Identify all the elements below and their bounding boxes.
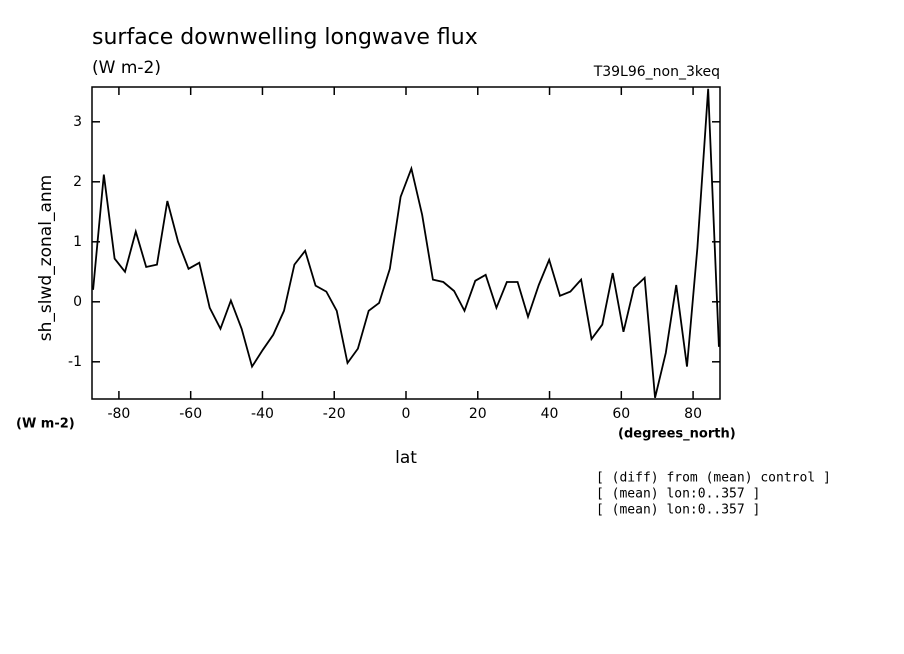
y-axis-label: sh_slwd_zonal_anm — [36, 175, 56, 341]
note: [ (mean) lon:0..357 ] — [596, 487, 760, 502]
note: [ (diff) from (mean) control ] — [596, 471, 831, 486]
data-line — [92, 88, 720, 399]
x-units: (degrees_north) — [618, 427, 736, 442]
x-tick-label: 20 — [469, 406, 487, 422]
x-tick-label: -60 — [179, 406, 202, 422]
y-tick-label: -1 — [68, 354, 82, 370]
note: [ (mean) lon:0..357 ] — [596, 503, 760, 518]
units: (W m-2) — [92, 58, 161, 78]
x-tick-label: 80 — [684, 406, 702, 422]
y-tick-label: 1 — [73, 234, 82, 250]
chart-title: surface downwelling longwave flux — [92, 25, 478, 50]
x-tick-label: -80 — [107, 406, 130, 422]
y-tick-label: 3 — [73, 114, 82, 130]
x-tick-label: 60 — [612, 406, 630, 422]
x-tick-label: 0 — [402, 406, 411, 422]
subtitle: T39L96_non_3keq — [593, 64, 720, 80]
x-tick-label: -40 — [251, 406, 274, 422]
y-tick-label: 0 — [73, 294, 82, 310]
x-axis-label: lat — [395, 448, 417, 468]
x-tick-label: -20 — [323, 406, 346, 422]
y-units: (W m-2) — [16, 417, 75, 432]
x-tick-label: 40 — [541, 406, 559, 422]
y-tick-label: 2 — [73, 174, 82, 190]
plot-frame — [91, 86, 721, 400]
